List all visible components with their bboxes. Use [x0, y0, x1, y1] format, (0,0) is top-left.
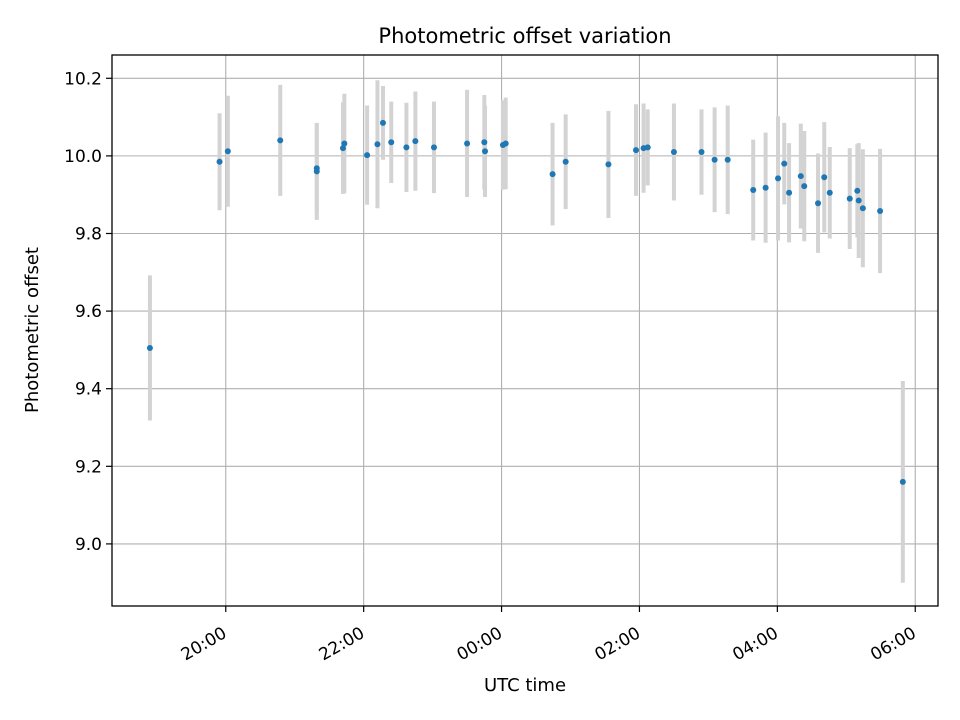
data-point — [388, 139, 395, 146]
data-point — [481, 139, 488, 146]
data-point — [605, 161, 612, 168]
data-point — [826, 189, 833, 196]
data-point — [502, 140, 509, 147]
data-point — [797, 173, 804, 180]
data-point — [801, 183, 808, 190]
data-point — [364, 152, 371, 159]
data-point — [313, 165, 320, 172]
x-axis-title: UTC time — [484, 675, 566, 696]
data-point — [815, 200, 822, 207]
data-point — [855, 197, 862, 204]
data-point — [482, 148, 489, 155]
data-point — [562, 158, 569, 165]
grid-lines — [112, 55, 938, 606]
data-point — [464, 140, 471, 147]
data-point — [341, 140, 348, 147]
data-point — [339, 145, 346, 152]
data-point — [854, 187, 861, 194]
data-point — [430, 144, 437, 151]
data-point — [403, 144, 410, 151]
data-point — [549, 171, 556, 178]
data-point — [877, 207, 884, 214]
data-point — [698, 149, 705, 156]
data-point — [412, 138, 419, 145]
data-point — [374, 141, 381, 148]
data-point — [711, 156, 718, 163]
data-point — [633, 147, 640, 154]
data-point — [821, 174, 828, 181]
data-point — [379, 119, 386, 126]
data-point — [724, 156, 731, 163]
y-tick-label: 9.4 — [75, 380, 102, 400]
data-point — [644, 144, 651, 151]
data-point — [786, 189, 793, 196]
data-point — [781, 160, 788, 167]
y-tick-label: 9.6 — [75, 302, 102, 322]
y-tick-label: 9.2 — [75, 457, 102, 477]
data-point — [762, 184, 769, 191]
y-tick-label: 9.8 — [75, 224, 102, 244]
data-points — [146, 119, 906, 485]
data-point — [670, 149, 677, 156]
data-point — [146, 344, 153, 351]
data-point — [750, 187, 757, 194]
data-point — [899, 478, 906, 485]
data-point — [846, 195, 853, 202]
y-tick-label: 10.0 — [64, 147, 102, 167]
data-point — [277, 137, 284, 144]
data-point — [216, 158, 223, 165]
y-tick-label: 9.0 — [75, 535, 102, 555]
y-axis-title: Photometric offset — [22, 247, 43, 413]
y-tick-label: 10.2 — [64, 69, 102, 89]
plot-frame — [111, 54, 939, 607]
data-point — [859, 205, 866, 212]
data-point — [775, 175, 782, 182]
data-point — [224, 148, 231, 155]
chart-title: Photometric offset variation — [378, 24, 671, 48]
